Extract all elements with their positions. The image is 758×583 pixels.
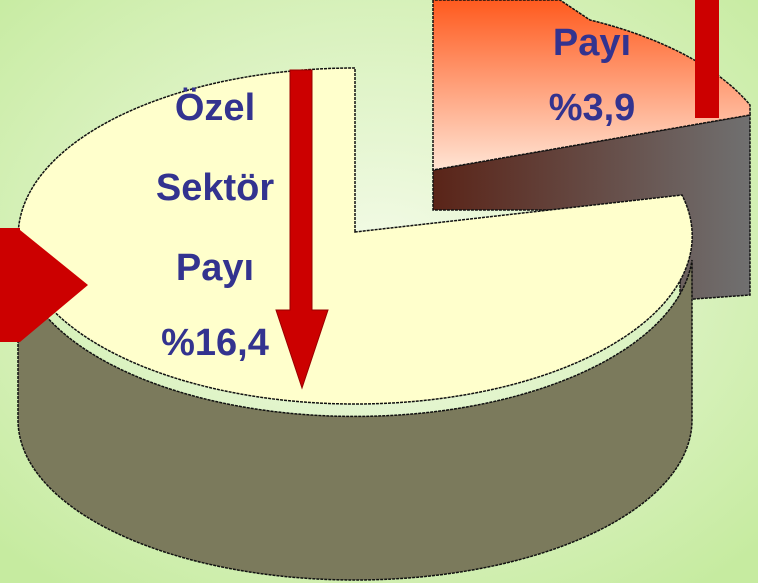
slice — [432, 0, 751, 171]
slice-label: Payı — [553, 22, 631, 64]
label-line: Payı — [553, 22, 631, 64]
label-line: Payı — [176, 247, 254, 289]
value-label: %3,9 — [549, 87, 636, 129]
label-line: Sektör — [156, 167, 274, 209]
value-label: %16,4 — [161, 322, 269, 364]
slice-label: Özel Sektör Payı — [156, 86, 274, 289]
slice — [17, 67, 693, 405]
label-line: Özel — [175, 86, 255, 129]
pie-side — [16, 235, 693, 581]
arrows — [0, 0, 719, 390]
